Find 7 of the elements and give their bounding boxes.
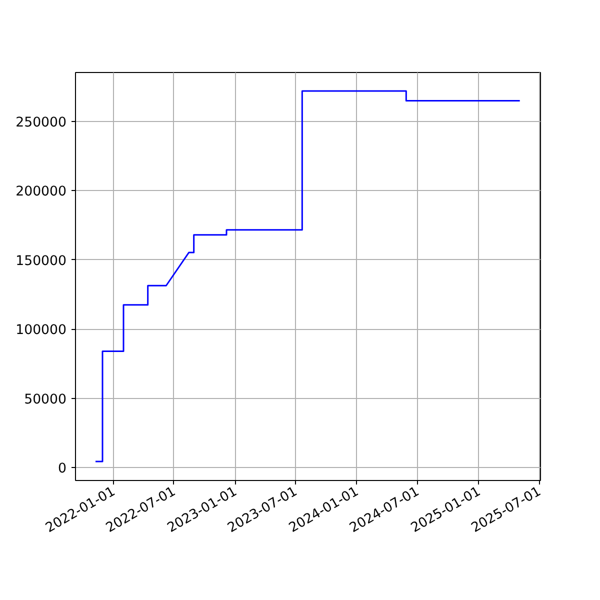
y-tick-label: 150000: [16, 254, 67, 269]
y-tick-label: 100000: [16, 323, 67, 338]
line-series: [94, 90, 521, 462]
y-tick-label: 0: [58, 461, 67, 476]
y-tick-label: 200000: [16, 184, 67, 200]
y-tick-label: 50000: [24, 392, 67, 408]
y-tick-label: 250000: [16, 115, 67, 130]
